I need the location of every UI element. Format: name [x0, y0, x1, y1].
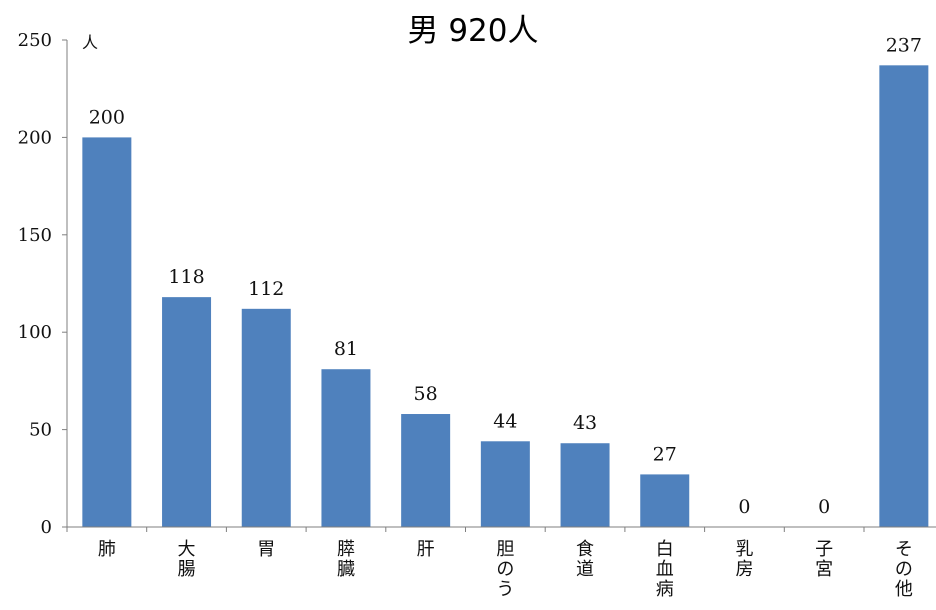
y-axis: 0 50 100 150 200 250	[18, 30, 68, 538]
data-label: 44	[493, 410, 517, 432]
data-label: 0	[738, 496, 750, 518]
x-axis: 肺 大腸 胃 膵臓 肝 胆のう 食道 白血病 乳房 子宮 その他	[66, 526, 936, 600]
data-label: 58	[414, 383, 438, 405]
x-tick-label: 子宮	[815, 539, 833, 580]
x-tick-label: 膵臓	[337, 539, 355, 580]
bar-胆のう	[480, 441, 530, 527]
bar-膵臓	[321, 369, 371, 527]
x-tick-label: 乳房	[735, 539, 753, 580]
data-label: 81	[334, 338, 358, 360]
data-label: 43	[573, 412, 597, 434]
y-tick-label: 200	[18, 127, 52, 148]
y-tick-label: 150	[18, 225, 52, 246]
x-tick-label: 肝	[417, 539, 435, 560]
x-tick-label: 食道	[576, 539, 594, 580]
bar-肝	[401, 414, 451, 527]
y-tick-label: 250	[18, 30, 52, 51]
bars: 200 118 112 81 58 44 43 27 0 0 237	[82, 34, 929, 527]
data-label: 0	[818, 496, 830, 518]
data-label: 112	[248, 278, 284, 300]
data-label: 118	[168, 266, 204, 288]
x-tick-label: その他	[895, 539, 913, 600]
chart-title: 男 920人	[407, 13, 538, 49]
data-label: 237	[886, 34, 922, 56]
x-tick-label: 白血病	[656, 539, 674, 600]
x-tick-label: 胆のう	[496, 539, 514, 600]
y-tick-label: 50	[29, 420, 52, 441]
bar-胃	[241, 308, 291, 527]
bar-その他	[879, 65, 929, 527]
x-tick-label: 大腸	[178, 539, 196, 580]
data-label: 200	[89, 106, 125, 128]
y-axis-unit: 人	[82, 33, 98, 52]
x-tick-label: 肺	[98, 539, 116, 560]
y-tick-label: 0	[41, 517, 52, 538]
y-tick-label: 100	[18, 322, 52, 343]
bar-大腸	[162, 297, 212, 527]
bar-肺	[82, 137, 132, 527]
bar-食道	[560, 443, 610, 527]
data-label: 27	[653, 443, 677, 465]
x-tick-label: 胃	[257, 539, 275, 560]
bar-白血病	[640, 474, 690, 527]
